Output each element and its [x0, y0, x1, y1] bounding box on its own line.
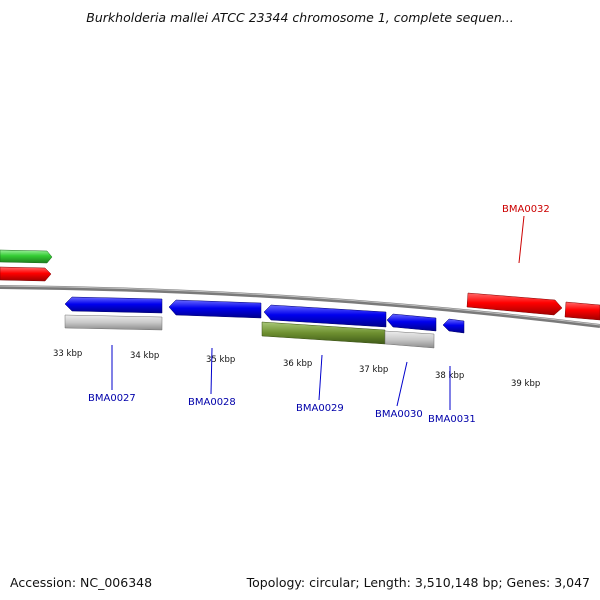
gene-label-bma0030[interactable]: BMA0030	[375, 409, 423, 420]
tick-label: 34 kbp	[130, 351, 159, 361]
tick-label: 39 kbp	[511, 379, 540, 389]
blue-gene-bma0031[interactable]	[442, 318, 465, 334]
tick-label: 35 kbp	[206, 355, 235, 365]
summary-text: Topology: circular; Length: 3,510,148 bp…	[246, 575, 590, 590]
tick-label: 37 kbp	[359, 365, 388, 375]
red-gene-right[interactable]	[564, 301, 600, 321]
gene-label-bma0031[interactable]: BMA0031	[428, 414, 476, 425]
green-feature[interactable]	[0, 249, 53, 264]
leader-line-bma0029	[318, 354, 323, 401]
red-gene-left[interactable]	[0, 266, 52, 282]
map-title: Burkholderia mallei ATCC 23344 chromosom…	[86, 10, 514, 25]
blue-gene-bma0029[interactable]	[263, 304, 387, 328]
gene-label-bma0028[interactable]: BMA0028	[188, 397, 236, 408]
gene-label-bma0027[interactable]: BMA0027	[88, 393, 136, 404]
accession-text: Accession: NC_006348	[10, 575, 153, 590]
red-gene-bma0032[interactable]	[466, 292, 563, 316]
leader-line-bma0028	[210, 347, 213, 395]
blue-gene-bma0028[interactable]	[168, 299, 262, 319]
tick-label: 33 kbp	[53, 349, 82, 359]
blue-gene-bma0030[interactable]	[386, 313, 437, 332]
leader-line-bma0030	[396, 361, 408, 407]
cog-bar-bma0027[interactable]	[64, 314, 163, 331]
gene-label-bma0029[interactable]: BMA0029	[296, 403, 344, 414]
leader-line-bma0032	[518, 215, 525, 264]
blue-gene-bma0027[interactable]	[64, 296, 163, 314]
cog-bar-bma0030[interactable]	[384, 330, 435, 349]
backbone	[0, 285, 600, 328]
backbone-highlight	[0, 285, 600, 326]
tick-label: 36 kbp	[283, 359, 312, 369]
gene-label-bma0032[interactable]: BMA0032	[502, 204, 550, 215]
